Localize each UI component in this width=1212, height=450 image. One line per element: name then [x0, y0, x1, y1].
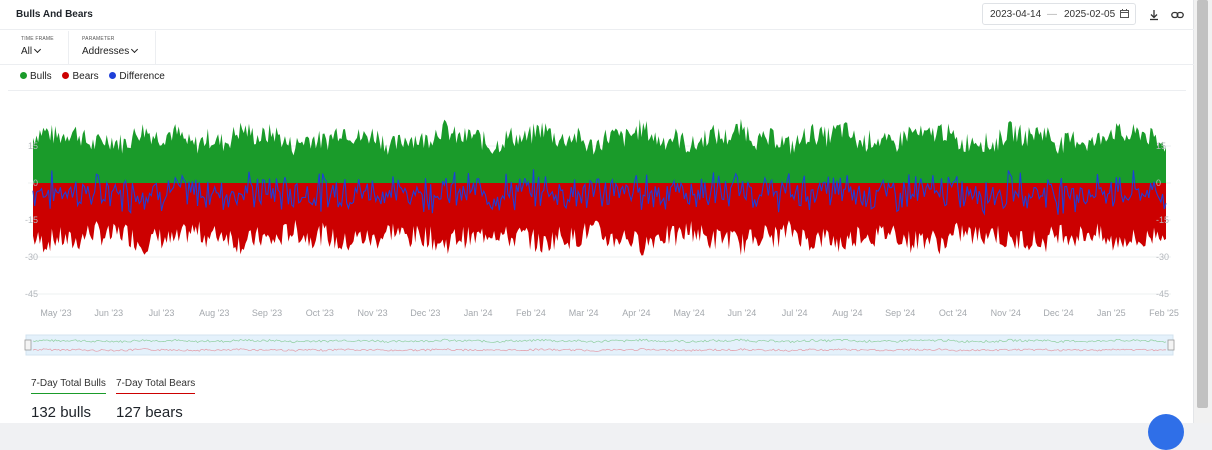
- time-frame-label: TIME FRAME: [21, 36, 54, 42]
- time-frame-select[interactable]: All: [21, 45, 42, 57]
- series-difference-line[interactable]: [32, 169, 1167, 216]
- parameter-select[interactable]: Addresses: [82, 45, 139, 57]
- y-tick-label-right: 15: [1156, 141, 1166, 151]
- totals-row: 7-Day Total Bulls 132 bulls 7-Day Total …: [0, 378, 1194, 423]
- x-tick-label: Feb '24: [516, 308, 546, 318]
- x-tick-label: Aug '24: [832, 308, 862, 318]
- time-frame-value: All: [21, 46, 33, 57]
- download-icon[interactable]: [1148, 8, 1160, 21]
- navigator-bears-line: [32, 348, 1167, 352]
- bears-total-value: 127 bears: [116, 404, 183, 421]
- x-tick-label: Mar '24: [569, 308, 599, 318]
- y-tick-label-left: -15: [25, 215, 38, 225]
- legend-dot-icon: [20, 72, 27, 79]
- page-scrollbar[interactable]: [1194, 0, 1212, 423]
- x-tick-label: Nov '23: [357, 308, 387, 318]
- legend-item-bulls[interactable]: Bulls: [20, 71, 52, 82]
- date-from[interactable]: 2023-04-14: [990, 9, 1042, 20]
- chevron-down-icon: [131, 45, 139, 54]
- parameter-value: Addresses: [82, 46, 130, 57]
- series-bulls-area[interactable]: [33, 118, 1166, 183]
- y-tick-label-right: -30: [1156, 252, 1169, 262]
- series-layer: [32, 118, 1167, 256]
- parameter-filter[interactable]: PARAMETER Addresses: [69, 31, 156, 64]
- chevron-down-icon: [34, 45, 42, 54]
- filter-bar: TIME FRAME All PARAMETER Addresses: [0, 31, 1194, 65]
- navigator[interactable]: [24, 334, 1175, 356]
- x-tick-label: Nov '24: [991, 308, 1021, 318]
- x-tick-label: Jan '24: [464, 308, 493, 318]
- y-tick-label-left: 0: [33, 178, 38, 188]
- y-tick-label-left: 15: [28, 141, 38, 151]
- legend-label: Difference: [119, 71, 165, 82]
- parameter-label: PARAMETER: [82, 36, 115, 42]
- y-tick-label-right: -15: [1156, 215, 1169, 225]
- chart-area: 15 15 0 0 -15 -15 -30 -30 -45 -45 May '23 Jun '23 Ju…: [8, 90, 1186, 370]
- x-tick-label: Feb '25: [1149, 308, 1179, 318]
- time-frame-filter[interactable]: TIME FRAME All: [8, 31, 69, 64]
- bulls-total-label: 7-Day Total Bulls: [31, 378, 106, 394]
- y-tick-label-left: -45: [25, 289, 38, 299]
- legend-item-difference[interactable]: Difference: [109, 71, 165, 82]
- x-tick-label: Dec '24: [1043, 308, 1073, 318]
- y-tick-label-left: -30: [25, 252, 38, 262]
- bears-total: 7-Day Total Bears 127 bears: [116, 378, 196, 421]
- y-tick-label-right: -45: [1156, 289, 1169, 299]
- header: Bulls And Bears 2023-04-14 — 2025-02-05: [0, 0, 1194, 30]
- scrollbar-thumb[interactable]: [1197, 0, 1208, 408]
- legend-label: Bulls: [30, 71, 52, 82]
- x-tick-label: Oct '24: [939, 308, 967, 318]
- date-range-picker[interactable]: 2023-04-14 — 2025-02-05: [982, 3, 1136, 25]
- series-bears-area[interactable]: [33, 183, 1166, 256]
- x-tick-label: Dec '23: [410, 308, 440, 318]
- x-tick-label: Jul '24: [782, 308, 808, 318]
- x-tick-label: Jul '23: [149, 308, 175, 318]
- x-tick-label: Sep '23: [252, 308, 282, 318]
- navigator-bulls-line: [32, 338, 1167, 344]
- bulls-total: 7-Day Total Bulls 132 bulls: [31, 378, 106, 421]
- x-tick-label: May '24: [674, 308, 705, 318]
- navigator-handle-left[interactable]: [24, 339, 32, 351]
- legend-dot-icon: [109, 72, 117, 79]
- date-separator: —: [1047, 9, 1057, 20]
- legend-label: Bears: [72, 71, 99, 82]
- link-icon[interactable]: [1171, 8, 1184, 20]
- x-tick-label: Jun '23: [94, 308, 123, 318]
- page-title: Bulls And Bears: [16, 9, 93, 20]
- x-tick-label: May '23: [40, 308, 71, 318]
- x-tick-label: Sep '24: [885, 308, 915, 318]
- bears-total-label: 7-Day Total Bears: [116, 378, 196, 394]
- date-to[interactable]: 2025-02-05: [1064, 9, 1116, 20]
- chart-legend: Bulls Bears Difference: [20, 71, 173, 82]
- y-tick-label-right: 0: [1156, 178, 1161, 188]
- calendar-icon[interactable]: [1120, 9, 1129, 21]
- x-tick-label: Jun '24: [728, 308, 757, 318]
- navigator-handle-right[interactable]: [1167, 339, 1175, 351]
- x-tick-label: Jan '25: [1097, 308, 1126, 318]
- x-tick-label: Apr '24: [622, 308, 650, 318]
- navigator-window[interactable]: [25, 334, 1174, 356]
- legend-item-bears[interactable]: Bears: [62, 71, 99, 82]
- x-tick-label: Oct '23: [306, 308, 334, 318]
- x-tick-label: Aug '23: [199, 308, 229, 318]
- chat-button[interactable]: [1148, 414, 1184, 450]
- bulls-total-value: 132 bulls: [31, 404, 92, 421]
- legend-dot-icon: [62, 72, 70, 79]
